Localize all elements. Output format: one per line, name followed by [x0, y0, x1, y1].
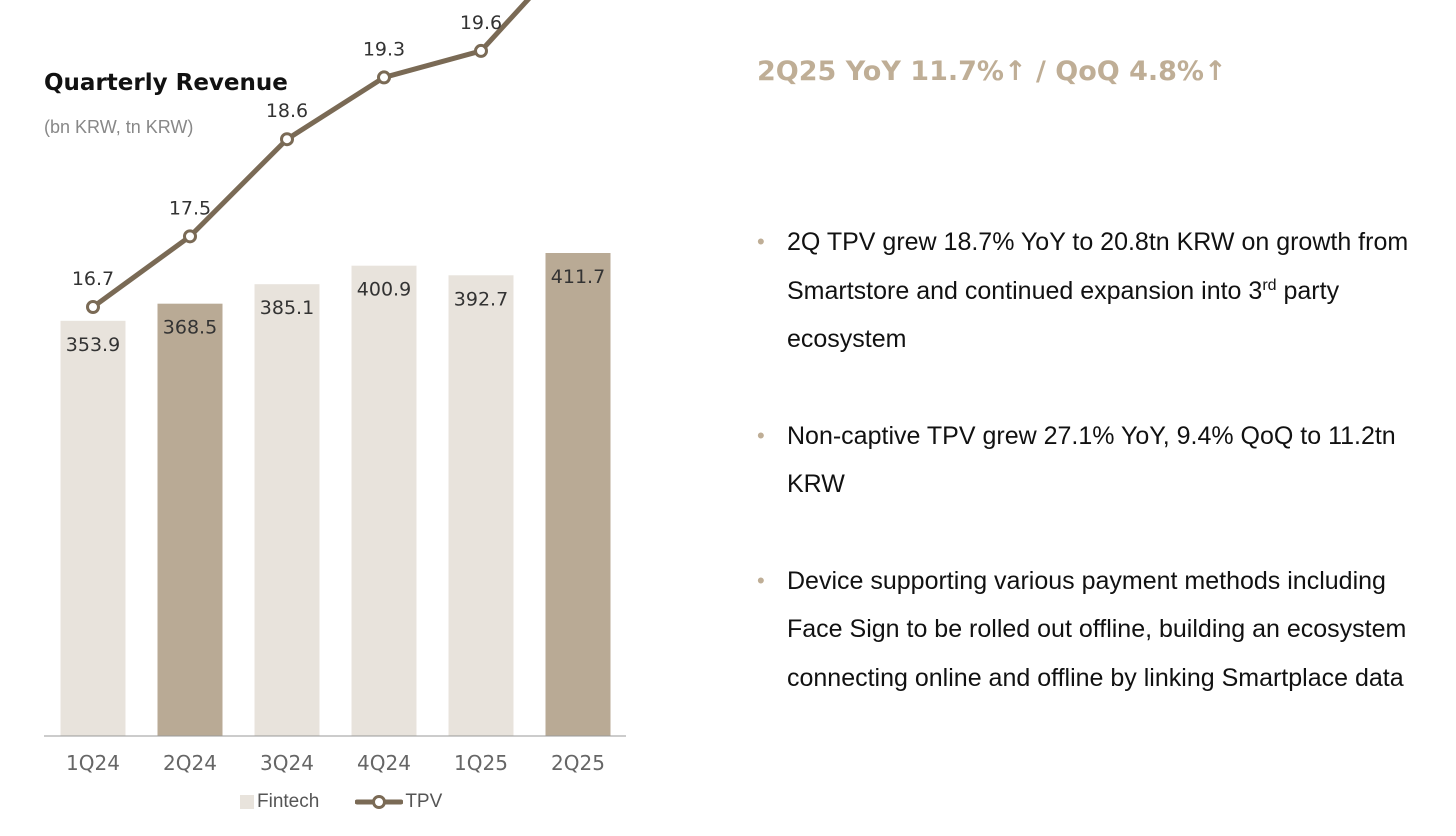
bullet-text-1-superscript: rd: [1262, 276, 1277, 294]
fintech-bar: [254, 284, 320, 736]
tpv-point: [183, 229, 197, 244]
fintech-bar: [351, 265, 417, 736]
x-tick-label: 1Q24: [66, 751, 120, 775]
tpv-point: [86, 300, 100, 314]
tpv-value-label: 19.3: [363, 38, 405, 60]
fintech-bar: [545, 253, 611, 736]
legend-item-fintech: Fintech: [240, 791, 319, 813]
bullet-text-1b: party ecosystem: [787, 276, 1340, 354]
bar-value-label: 400.9: [357, 279, 411, 301]
bar-value-label: 392.7: [454, 288, 508, 310]
tpv-value-label: 16.7: [72, 268, 114, 290]
bar-value-label: 385.1: [260, 297, 314, 319]
x-tick-label: 3Q24: [260, 751, 314, 775]
tpv-point: [474, 43, 488, 58]
revenue-chart: 353.9 368.5 385.1 400.9 392.7 411.7 1Q24 2Q24 3Q…: [44, 0, 626, 775]
bullet-marker: •: [757, 567, 765, 593]
x-tick-label: 1Q25: [454, 751, 508, 775]
bar-value-label: 368.5: [163, 317, 217, 339]
tpv-point: [280, 132, 294, 147]
fintech-bar: [157, 303, 223, 736]
chart-legend: Fintech TPV: [240, 791, 442, 813]
legend-label-fintech: Fintech: [257, 791, 320, 812]
bullet-text-1a: 2Q TPV grew 18.7% YoY to 20.8tn KRW on g…: [787, 228, 1409, 305]
headline: 2Q25 YoY 11.7%↑ / QoQ 4.8%↑: [757, 56, 1227, 87]
bullet-text-3: Device supporting various payment method…: [787, 566, 1407, 692]
fintech-bar: [448, 275, 514, 736]
x-tick-label: 4Q24: [357, 751, 411, 775]
legend-line-icon: [355, 795, 404, 809]
bullet-marker: •: [757, 229, 765, 254]
tpv-value-label: 19.6: [460, 12, 502, 34]
x-tick-label: 2Q24: [163, 751, 217, 775]
bullet-item-non-captive: • Non-captive TPV grew 27.1% YoY, 9.4% Q…: [757, 412, 1427, 509]
bullet-list: • 2Q TPV grew 18.7% YoY to 20.8tn KRW on…: [757, 218, 1427, 702]
legend-swatch-fintech: [240, 795, 254, 809]
bullet-marker: •: [757, 422, 765, 448]
bullet-item-tpv-growth: • 2Q TPV grew 18.7% YoY to 20.8tn KRW on…: [757, 218, 1427, 364]
tpv-value-label: 18.6: [266, 100, 308, 122]
legend-label-tpv: TPV: [405, 791, 443, 812]
bar-value-label: 411.7: [551, 266, 605, 288]
fintech-bar: [60, 320, 126, 736]
chart-title: Quarterly Revenue: [44, 70, 288, 96]
bullet-text-2: Non-captive TPV grew 27.1% YoY, 9.4% QoQ…: [787, 421, 1396, 499]
tpv-line: [90, 0, 532, 310]
tpv-value-label: 17.5: [169, 197, 211, 219]
bullet-item-device: • Device supporting various payment meth…: [757, 557, 1427, 703]
tpv-point: [377, 70, 391, 85]
legend-item-tpv: TPV: [319, 791, 442, 813]
bar-value-label: 353.9: [66, 334, 120, 356]
chart-unit-label: (bn KRW, tn KRW): [44, 117, 194, 137]
x-tick-label: 2Q25: [551, 751, 605, 775]
